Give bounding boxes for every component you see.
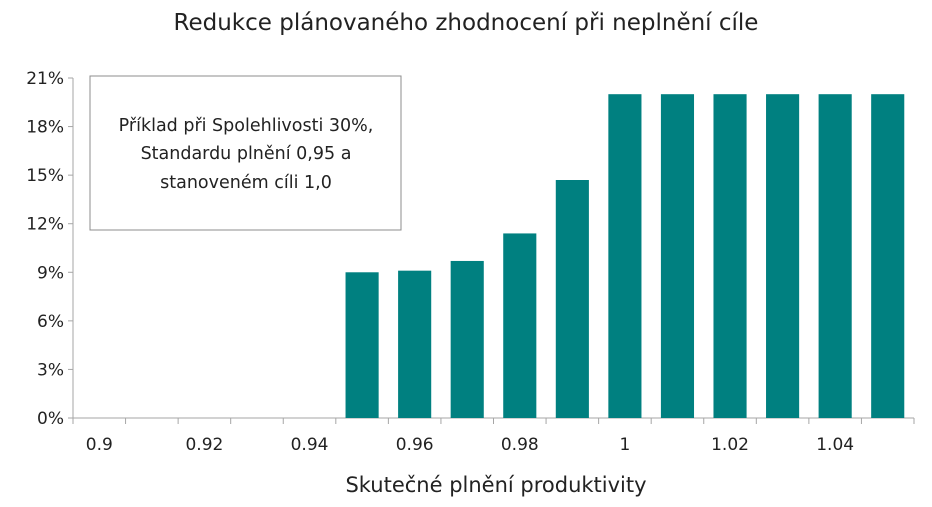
y-tick-label: 9% <box>37 263 64 283</box>
x-tick-label: 0.94 <box>291 435 329 455</box>
annotation-line-1: Příklad při Spolehlivosti 30%, <box>119 116 374 136</box>
bars <box>345 94 905 418</box>
y-tick-label: 18% <box>26 118 64 138</box>
y-tick-label: 3% <box>37 360 64 380</box>
bar <box>818 94 852 418</box>
bar <box>713 94 747 418</box>
x-tick-label: 0.98 <box>501 435 539 455</box>
bar <box>398 270 432 418</box>
y-tick-label: 21% <box>26 69 64 89</box>
y-tick-label: 15% <box>26 166 64 186</box>
bar <box>608 94 642 418</box>
y-tick-label: 12% <box>26 215 64 235</box>
annotation-box: Příklad při Spolehlivosti 30%, Standardu… <box>89 75 402 231</box>
chart-title: Redukce plánovaného zhodnocení při nepln… <box>174 10 759 36</box>
x-axis-label: Skutečné plnění produktivity <box>345 473 646 497</box>
x-tick-label: 1.02 <box>711 435 749 455</box>
x-tick-label: 1.04 <box>816 435 854 455</box>
y-tick-label: 6% <box>37 312 64 332</box>
x-tick-label: 1 <box>619 435 630 455</box>
bar <box>555 180 589 418</box>
bar <box>503 233 537 418</box>
x-tick-label: 0.9 <box>86 435 113 455</box>
bar <box>660 94 695 418</box>
bar <box>871 94 905 418</box>
annotation-frame <box>89 75 402 231</box>
y-tick-label: 0% <box>37 409 64 429</box>
bar <box>766 94 800 418</box>
bar <box>345 272 379 418</box>
bar <box>450 260 484 418</box>
x-axis: 0.9 0.92 0.94 0.96 0.98 1 1.02 1.04 <box>72 417 915 455</box>
annotation-line-2: Standardu plnění 0,95 a <box>141 144 352 164</box>
annotation-line-3: stanoveném cíli 1,0 <box>160 173 332 193</box>
y-axis: 0% 3% 6% 9% 12% 15% 18% 21% <box>26 69 74 429</box>
x-tick-label: 0.92 <box>185 435 223 455</box>
x-tick-label: 0.96 <box>396 435 434 455</box>
